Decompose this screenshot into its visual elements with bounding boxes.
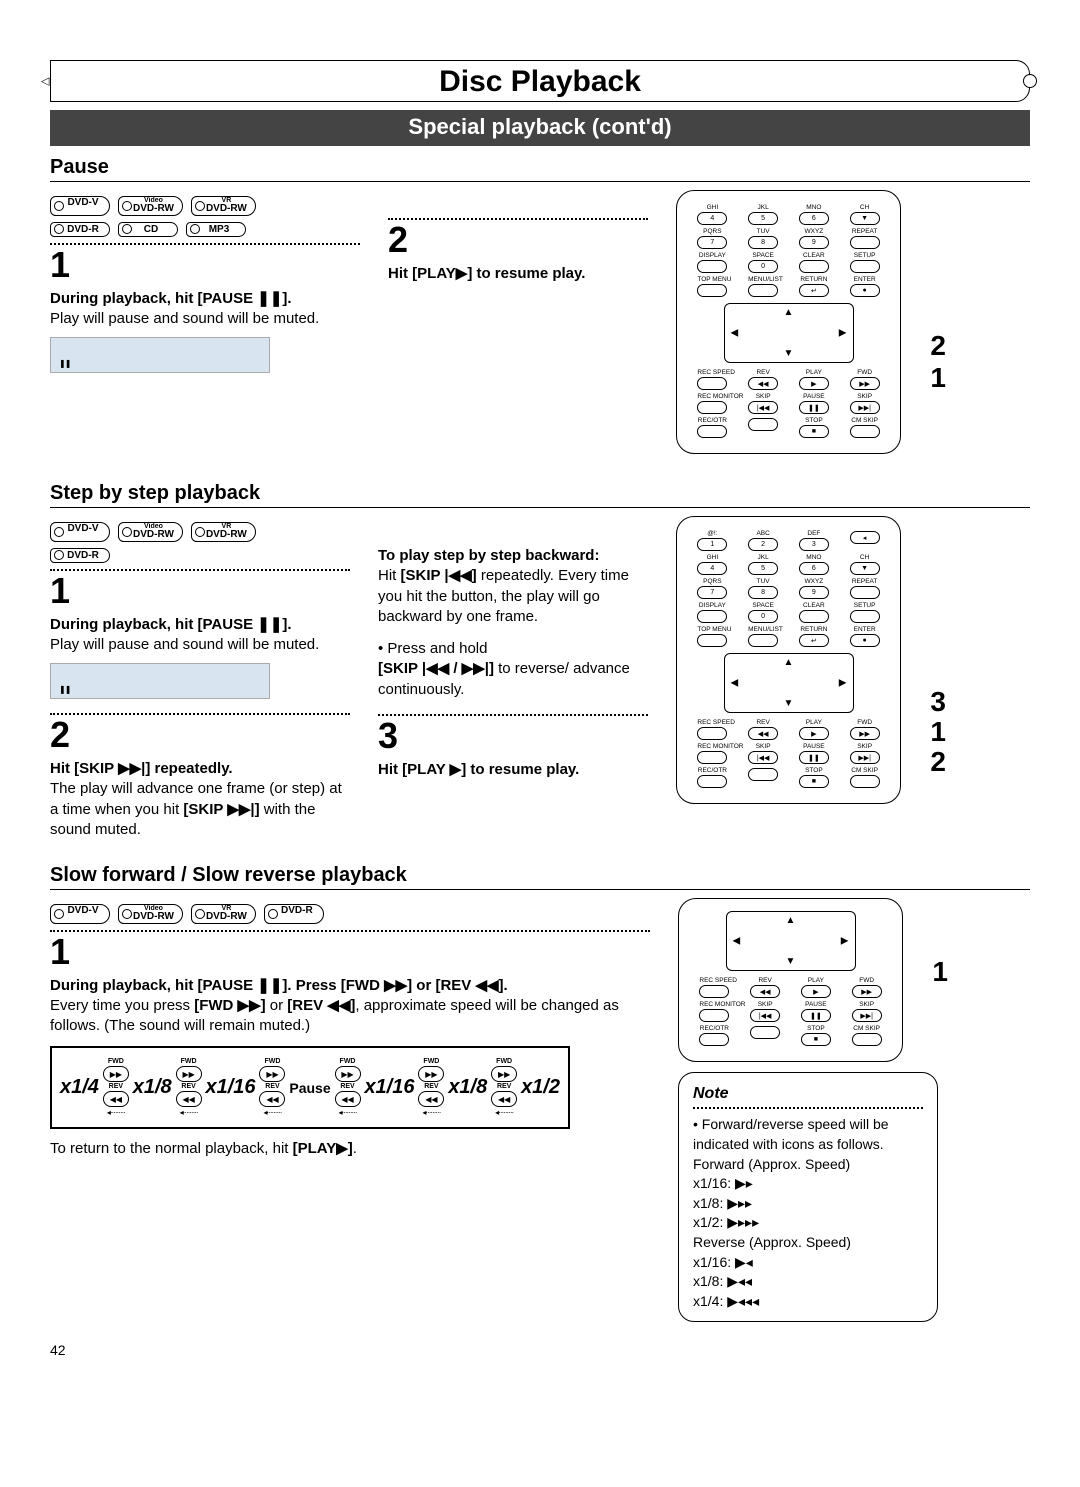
- note-text: Reverse (Approx. Speed): [693, 1233, 923, 1253]
- note-heading: Note: [693, 1083, 923, 1105]
- note-box: Note • Forward/reverse speed will be ind…: [678, 1072, 938, 1322]
- step-number: 1: [50, 934, 650, 970]
- pause-osd-box: [50, 337, 270, 373]
- note-text: • Forward/reverse speed will be indicate…: [693, 1115, 923, 1154]
- step-number: 2: [50, 717, 350, 753]
- step-number: 1: [50, 573, 350, 609]
- step-instruction: During playback, hit [PAUSE ❚❚].: [50, 615, 350, 635]
- step-detail: Play will pause and sound will be muted.: [50, 309, 360, 329]
- note-text: x1/4: ▶◂◂◂: [693, 1292, 923, 1312]
- banner-arrow-left: ◁: [41, 75, 49, 88]
- callout-number: 2: [930, 746, 946, 778]
- step-instruction: Hit [PLAY▶] to resume play.: [388, 264, 648, 284]
- remote-diagram: GHI4JKL5MNO6CH▼PQRS7TUV8WXYZ9REPEATDISPL…: [676, 190, 901, 454]
- section-heading-step: Step by step playback: [50, 482, 1030, 508]
- disc-tags-row: DVD-V VideoDVD-RW VRDVD-RW: [50, 196, 360, 216]
- page-title: Disc Playback: [51, 61, 1029, 101]
- step-detail: Play will pause and sound will be muted.: [50, 635, 350, 655]
- remote-diagram: ▲▼◀▶REC SPEEDREV◀◀PLAY▶FWD▶▶REC MONITORS…: [678, 898, 903, 1062]
- step-number: 2: [388, 222, 648, 258]
- remote-diagram: @!:1ABC2DEF3◂GHI4JKL5MNO6CH▼PQRS7TUV8WXY…: [676, 516, 901, 804]
- step-number: 3: [378, 718, 648, 754]
- callout-number: 1: [932, 956, 948, 988]
- step-number: 1: [50, 247, 360, 283]
- speed-diagram: x1/4FWD▶▶REV◀◀◂·········x1/8FWD▶▶REV◀◀◂·…: [50, 1046, 570, 1129]
- step-instruction: To play step by step backward:: [378, 546, 648, 566]
- step-instruction: Hit [SKIP ▶▶|] repeatedly.: [50, 759, 350, 779]
- title-banner: ◁ Disc Playback: [50, 60, 1030, 102]
- step-detail: Every time you press [FWD ▶▶] or [REV ◀◀…: [50, 996, 650, 1037]
- section-heading-slow: Slow forward / Slow reverse playback: [50, 864, 1030, 890]
- step-detail: The play will advance one frame (or step…: [50, 779, 350, 840]
- step-detail: • Press and hold [SKIP |◀◀ / ▶▶|] to rev…: [378, 639, 648, 700]
- pause-osd-box: [50, 663, 270, 699]
- callout-number: 1: [930, 716, 946, 748]
- banner-circle-right: [1023, 74, 1037, 88]
- note-text: x1/16: ▶▸: [693, 1174, 923, 1194]
- step-instruction: During playback, hit [PAUSE ❚❚]. Press […: [50, 976, 650, 996]
- note-text: x1/2: ▶▸▸▸: [693, 1213, 923, 1233]
- disc-tags-row: DVD-R CD MP3: [50, 222, 360, 237]
- note-text: Forward (Approx. Speed): [693, 1155, 923, 1175]
- note-text: x1/16: ▶◂: [693, 1253, 923, 1273]
- callout-number: 2: [930, 330, 946, 362]
- step-instruction: Hit [PLAY ▶] to resume play.: [378, 760, 648, 780]
- step-detail: Hit [SKIP |◀◀] repeatedly. Every time yo…: [378, 566, 648, 627]
- note-text: x1/8: ▶▸▸: [693, 1194, 923, 1214]
- subtitle-bar: Special playback (cont'd): [50, 110, 1030, 146]
- section-heading-pause: Pause: [50, 156, 1030, 182]
- callout-number: 3: [930, 686, 946, 718]
- step-instruction: During playback, hit [PAUSE ❚❚].: [50, 289, 360, 309]
- callout-number: 1: [930, 362, 946, 394]
- step-detail: To return to the normal playback, hit [P…: [50, 1139, 650, 1159]
- note-text: x1/8: ▶◂◂: [693, 1272, 923, 1292]
- page-number: 42: [50, 1342, 1030, 1358]
